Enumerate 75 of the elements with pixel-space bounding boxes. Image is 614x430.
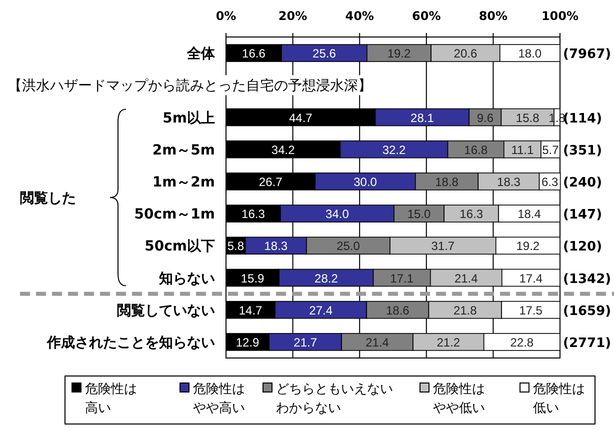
x-tick-label: 40%	[345, 9, 374, 23]
data-label: 21.4	[366, 335, 390, 350]
data-label: 22.8	[510, 335, 534, 350]
data-label: 16.3	[242, 207, 266, 222]
x-tick-label: 80%	[478, 9, 508, 23]
x-tick-label: 0%	[216, 9, 236, 23]
y-tick-label: 閲覧していない	[117, 302, 215, 319]
data-label: 14.7	[238, 303, 263, 318]
data-label: 28.1	[410, 110, 434, 125]
y-tick-label: 全体	[186, 46, 216, 62]
data-label: 32.2	[382, 142, 406, 157]
text: (120)	[563, 240, 602, 255]
y-tick-label: 作成されたことを知らない	[46, 334, 215, 351]
data-label: 6.3	[541, 174, 558, 189]
text: (1659)	[563, 304, 612, 319]
text: (7967)	[563, 47, 612, 62]
text: 閲覧した	[20, 190, 76, 206]
text: (240)	[563, 175, 602, 190]
text: (147)	[563, 208, 602, 223]
data-label: 34.0	[326, 207, 350, 222]
data-label: 28.2	[314, 271, 338, 286]
text: (351)	[563, 143, 602, 158]
data-label: 15.0	[407, 207, 432, 222]
data-label: 18.8	[435, 174, 459, 189]
data-label: 18.0	[518, 46, 542, 61]
data-label: 15.8	[516, 110, 540, 125]
y-tick-label: 知らない	[158, 270, 215, 287]
data-label: 30.0	[354, 174, 378, 189]
text: (1342)	[563, 272, 612, 287]
data-label: 44.7	[288, 110, 313, 125]
data-label: 25.0	[336, 239, 360, 254]
x-tick-label: 60%	[412, 9, 441, 23]
data-label: 19.2	[387, 46, 412, 61]
legend-label: 危険性はやや高い	[193, 382, 245, 416]
data-label: 5.7	[542, 142, 560, 157]
data-label: 20.6	[454, 46, 478, 61]
data-label: 25.6	[312, 46, 336, 61]
data-label: 21.4	[454, 271, 478, 286]
legend-label: 危険性は低い	[533, 382, 585, 416]
data-label: 31.7	[431, 239, 455, 254]
data-label: 12.9	[236, 335, 260, 350]
data-label: 16.3	[460, 207, 484, 222]
x-tick-label: 20%	[278, 9, 308, 23]
data-label: 5.8	[227, 239, 244, 254]
data-label: 19.2	[516, 239, 540, 254]
data-label: 34.2	[271, 142, 296, 157]
legend-label: 危険性は高い	[85, 382, 137, 416]
data-label: 18.6	[386, 303, 410, 318]
data-label: 18.3	[497, 174, 521, 189]
data-label: 18.3	[264, 239, 288, 254]
data-label: 17.1	[390, 271, 414, 286]
data-label: 18.4	[518, 207, 542, 222]
legend-label: 危険性はやや低い	[433, 382, 485, 416]
data-label: 11.1	[511, 142, 534, 157]
data-label: 16.8	[464, 142, 488, 157]
data-label: 21.7	[294, 335, 318, 350]
data-label: 17.4	[519, 271, 543, 286]
data-label: 16.6	[242, 46, 266, 61]
x-tick-label: 100%	[541, 9, 579, 23]
legend-label: どちらともいえないわからない	[276, 382, 393, 416]
y-tick-label: 1m～2m	[152, 174, 215, 190]
text: (2771)	[563, 336, 612, 351]
data-label: 27.4	[309, 303, 333, 318]
data-label: 21.8	[453, 303, 478, 318]
data-label: 9.6	[476, 110, 494, 125]
y-tick-label: 2m～5m	[152, 142, 215, 158]
annotation: 【洪水ハザードマップから読みとった自宅の予想浸水深】	[8, 78, 372, 94]
y-tick-label: 5m以上	[162, 110, 215, 126]
data-label: 15.9	[240, 271, 265, 286]
y-tick-label: 50cm以下	[144, 238, 215, 255]
data-label: 26.7	[258, 174, 283, 189]
data-label: 21.2	[436, 335, 460, 350]
y-tick-label: 50cm～1m	[134, 206, 215, 223]
text: (114)	[563, 111, 602, 126]
data-label: 17.5	[519, 303, 543, 318]
